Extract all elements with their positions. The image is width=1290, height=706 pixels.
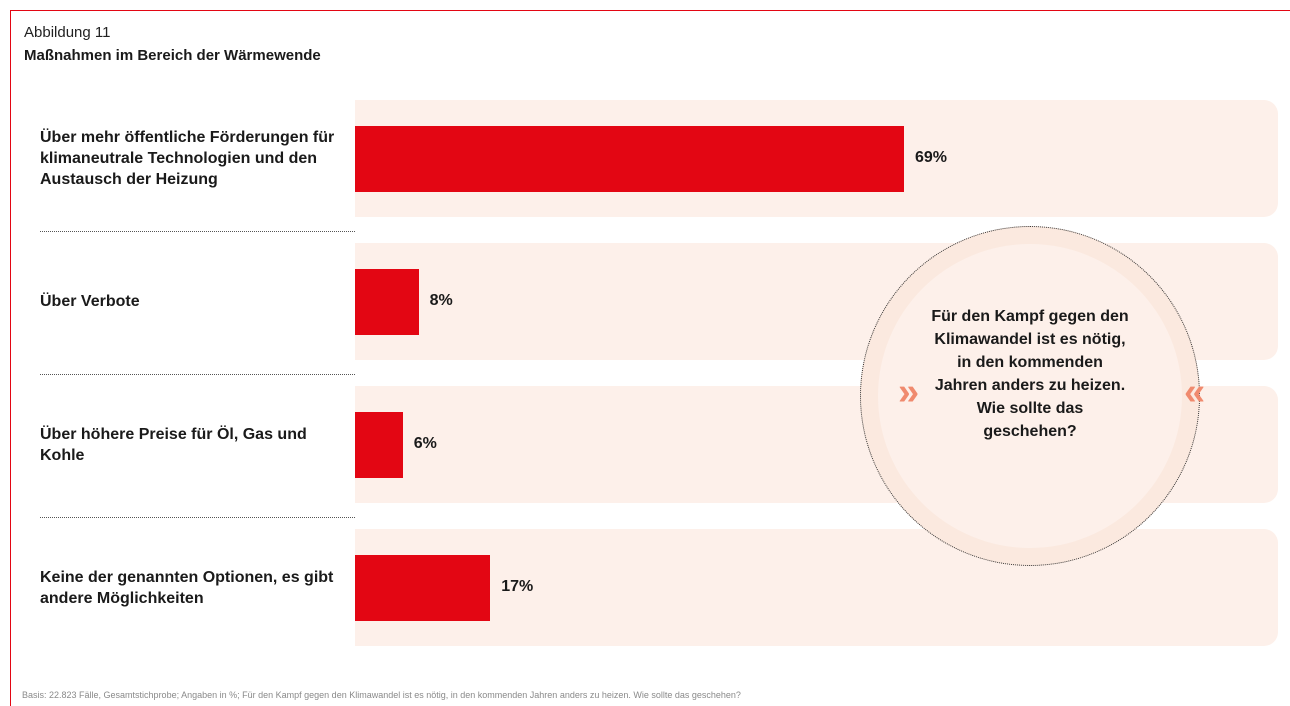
category-label: Über höhere Preise für Öl, Gas und Kohle bbox=[40, 425, 307, 464]
figure-label: Abbildung 11 bbox=[24, 24, 111, 41]
row-background bbox=[355, 529, 1278, 646]
bar bbox=[355, 268, 419, 335]
row-divider bbox=[40, 374, 355, 375]
row-divider bbox=[40, 231, 355, 232]
value-label: 69% bbox=[915, 148, 948, 166]
close-quote-mark: « bbox=[1184, 371, 1206, 413]
frame-left-border bbox=[10, 10, 11, 706]
bar bbox=[355, 554, 491, 621]
category-label: Keine der genannten Optionen, es gibt an… bbox=[40, 568, 334, 607]
open-quote-mark: » bbox=[898, 371, 920, 413]
value-label: 17% bbox=[501, 577, 534, 595]
figure-title: Maßnahmen im Bereich der Wärmewende bbox=[24, 47, 321, 64]
callout-bubble-inner bbox=[878, 244, 1182, 548]
callout-question: Für den Kampf gegen den Klimawandel ist … bbox=[931, 308, 1129, 440]
footnote: Basis: 22.823 Fälle, Gesamtstichprobe; A… bbox=[22, 690, 741, 700]
category-label: Über Verbote bbox=[40, 293, 140, 310]
value-label: 6% bbox=[413, 434, 437, 452]
value-label: 8% bbox=[429, 291, 453, 309]
category-label: Über mehr öffentliche Förderungen für kl… bbox=[40, 129, 335, 188]
row-divider bbox=[40, 517, 355, 518]
frame-top-border bbox=[10, 10, 1290, 11]
bar bbox=[355, 411, 403, 478]
bar bbox=[355, 125, 904, 192]
